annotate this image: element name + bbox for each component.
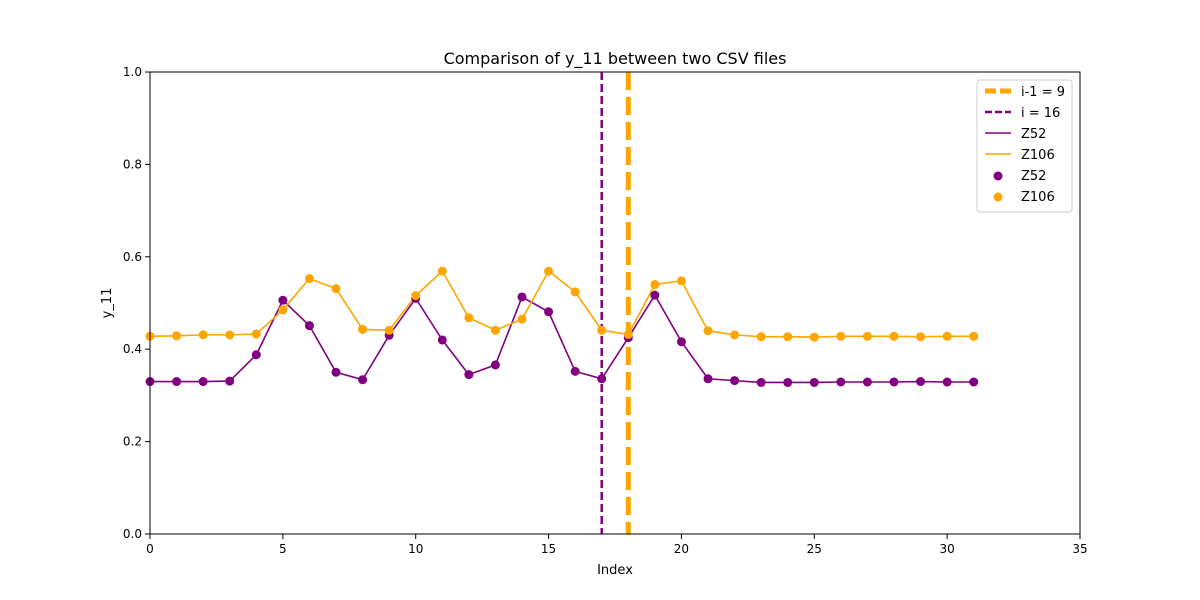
data-point-0-7 (331, 367, 341, 377)
x-tick-label-2: 10 (408, 542, 423, 556)
y-tick-label-2: 0.4 (123, 342, 142, 356)
data-point-1-1 (172, 331, 182, 341)
y-tick-label-3: 0.6 (123, 250, 142, 264)
data-point-1-7 (331, 284, 341, 294)
data-point-1-18 (623, 329, 633, 339)
legend-swatch-4 (993, 171, 1003, 181)
legend-label-4: Z52 (1021, 169, 1046, 184)
x-tick-label-3: 15 (541, 542, 556, 556)
legend-swatch-5 (993, 192, 1003, 202)
y-tick-label-0: 0.0 (123, 527, 142, 541)
data-point-0-29 (916, 377, 926, 387)
axes-frame (149, 71, 1081, 535)
data-point-1-22 (730, 330, 740, 340)
data-point-0-12 (464, 370, 474, 380)
data-point-1-13 (490, 325, 500, 335)
data-point-1-14 (517, 314, 527, 324)
x-axis-label: Index (597, 563, 633, 578)
data-point-0-11 (437, 335, 447, 345)
legend-label-1: i = 16 (1021, 106, 1060, 121)
data-point-0-2 (198, 377, 208, 387)
data-point-0-4 (251, 350, 261, 360)
data-point-1-6 (304, 274, 314, 284)
data-point-1-25 (809, 332, 819, 342)
data-point-0-28 (889, 377, 899, 387)
data-point-0-31 (969, 377, 979, 387)
y-axis-label: y_11 (100, 288, 115, 319)
data-point-1-20 (676, 276, 686, 286)
plot-area: 0 5 10 15 20 25 30 35 0.0 0.2 0.4 0.6 0.8 1.0 (123, 65, 1088, 556)
data-point-0-14 (517, 292, 527, 302)
data-point-0-27 (862, 377, 872, 387)
data-point-1-19 (650, 280, 660, 290)
legend-label-2: Z52 (1021, 127, 1046, 142)
data-point-0-20 (676, 337, 686, 347)
data-point-1-27 (862, 331, 872, 341)
data-point-1-29 (916, 332, 926, 342)
data-point-0-30 (942, 377, 952, 387)
data-point-1-31 (969, 331, 979, 341)
x-tick-label-6: 30 (940, 542, 955, 556)
data-point-0-21 (703, 374, 713, 384)
data-point-0-13 (490, 360, 500, 370)
data-point-0-23 (756, 377, 766, 387)
x-tick-label-5: 25 (807, 542, 822, 556)
data-point-0-17 (597, 374, 607, 384)
data-point-0-6 (304, 321, 314, 331)
data-point-1-11 (437, 266, 447, 276)
data-point-1-4 (251, 329, 261, 339)
chart-title: Comparison of y_11 between two CSV files (444, 49, 787, 69)
data-point-0-15 (544, 307, 554, 317)
series-line-1 (149, 269, 974, 338)
data-point-1-30 (942, 331, 952, 341)
data-point-0-3 (225, 376, 235, 386)
data-point-1-10 (411, 291, 421, 301)
legend-label-5: Z106 (1021, 190, 1055, 205)
data-point-0-19 (650, 290, 660, 300)
data-point-1-5 (278, 305, 288, 315)
data-point-1-12 (464, 313, 474, 323)
data-point-0-16 (570, 366, 580, 376)
y-tick-label-5: 1.0 (123, 65, 142, 79)
x-tick-label-4: 20 (674, 542, 689, 556)
data-point-1-8 (358, 324, 368, 334)
data-point-0-25 (809, 377, 819, 387)
data-point-1-24 (783, 332, 793, 342)
y-tick-label-4: 0.8 (123, 157, 142, 171)
y-tick-label-1: 0.2 (123, 435, 142, 449)
data-point-1-2 (198, 330, 208, 340)
data-point-0-5 (278, 295, 288, 305)
data-point-0-8 (358, 375, 368, 385)
data-point-1-17 (597, 325, 607, 335)
legend-label-3: Z106 (1021, 148, 1055, 163)
data-point-1-16 (570, 287, 580, 297)
x-tick-label-1: 5 (279, 542, 287, 556)
legend-label-0: i-1 = 9 (1021, 85, 1065, 100)
data-point-0-22 (730, 376, 740, 386)
x-tick-label-0: 0 (146, 542, 154, 556)
data-point-0-1 (172, 377, 182, 387)
data-point-1-3 (225, 330, 235, 340)
data-point-1-9 (384, 325, 394, 335)
data-point-1-26 (836, 331, 846, 341)
data-point-1-15 (544, 266, 554, 276)
data-point-0-24 (783, 377, 793, 387)
legend: i-1 = 9 i = 16 Z52 Z106 Z52 Z106 (976, 79, 1073, 213)
data-point-1-21 (703, 326, 713, 336)
data-point-1-23 (756, 332, 766, 342)
x-tick-label-7: 35 (1072, 542, 1087, 556)
data-point-0-26 (836, 377, 846, 387)
series-line-0 (150, 293, 974, 384)
data-point-1-28 (889, 331, 899, 341)
